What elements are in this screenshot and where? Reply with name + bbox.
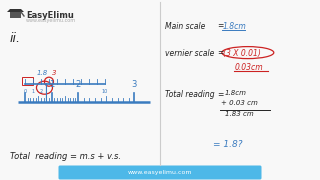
Text: Total reading: Total reading [165, 90, 214, 99]
Text: 0.03cm: 0.03cm [235, 63, 263, 72]
FancyBboxPatch shape [10, 9, 21, 18]
FancyBboxPatch shape [59, 165, 261, 179]
Text: 1.83 cm: 1.83 cm [225, 111, 253, 117]
Text: = 1.8?: = 1.8? [213, 140, 242, 149]
Text: 3: 3 [132, 80, 137, 89]
Text: Main scale: Main scale [165, 22, 205, 31]
Text: 1.8: 1.8 [37, 70, 48, 76]
Polygon shape [7, 9, 24, 12]
Text: EasyElimu: EasyElimu [26, 11, 74, 20]
Text: (3 X 0.01): (3 X 0.01) [223, 49, 261, 58]
Text: www.easyelimu.com: www.easyelimu.com [26, 18, 76, 23]
Text: 1.8cm: 1.8cm [225, 90, 247, 96]
Text: + 0.03 cm: + 0.03 cm [221, 100, 258, 106]
Text: vernier scale: vernier scale [165, 49, 214, 58]
Text: =: = [217, 90, 223, 99]
Text: 3: 3 [52, 70, 57, 76]
Text: 10: 10 [102, 89, 108, 94]
Text: 1: 1 [31, 89, 35, 94]
Text: 1.8cm: 1.8cm [223, 22, 246, 31]
Text: www.easyelimu.com: www.easyelimu.com [128, 170, 192, 175]
Text: =: = [217, 49, 223, 58]
Text: =: = [217, 22, 223, 31]
Text: 2: 2 [39, 89, 43, 94]
Text: Total  reading = m.s + v.s.: Total reading = m.s + v.s. [10, 152, 121, 161]
Text: 1: 1 [49, 80, 54, 89]
Text: 0: 0 [23, 89, 27, 94]
Text: 2: 2 [76, 80, 81, 89]
Text: ii.: ii. [10, 32, 21, 45]
